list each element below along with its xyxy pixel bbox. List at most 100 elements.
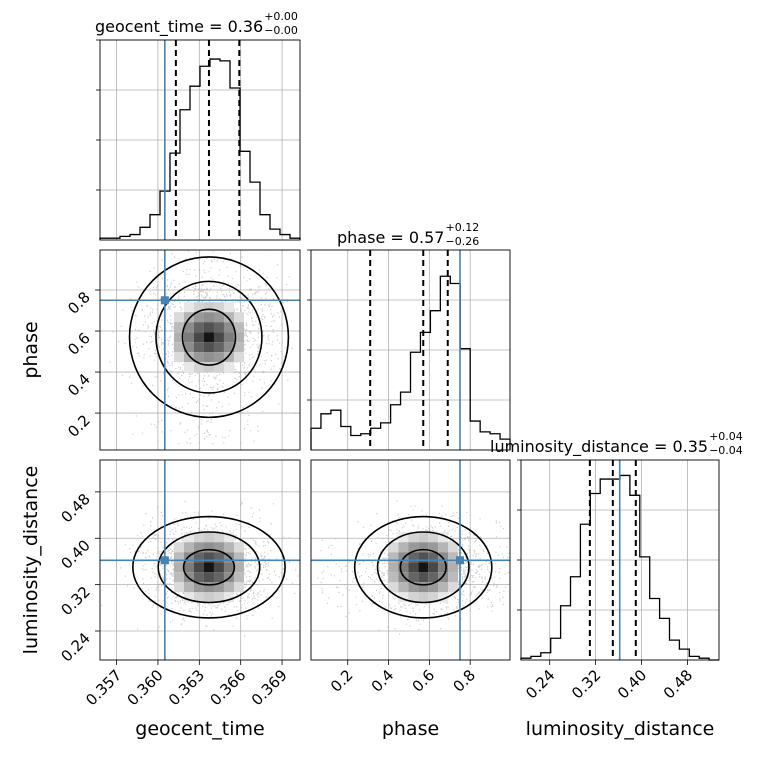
density-cell <box>428 572 439 583</box>
density-cell <box>193 562 204 573</box>
density-cell <box>183 582 194 593</box>
density-cell <box>223 562 234 573</box>
density-cell <box>173 572 184 583</box>
title-phase-upper: +0.12 <box>445 221 480 234</box>
density-cell <box>193 362 204 373</box>
density-cell <box>398 582 409 593</box>
density-cell <box>203 332 214 343</box>
density-cell <box>173 312 184 323</box>
title-luminosity-distance-lower: −0.04 <box>709 444 743 457</box>
y-tick-label-luminosity_distance: 0.48 <box>57 490 93 526</box>
density-cell <box>183 302 194 313</box>
title-geocent-time: geocent_time = 0.36 +0.00 −0.00 <box>95 11 299 37</box>
y-axis-label-phase: phase <box>20 321 42 378</box>
x-tick-label-geocent_time: 0.357 <box>82 666 125 709</box>
density-cell <box>223 342 234 353</box>
hist-panel-luminosity_distance <box>517 459 720 661</box>
density-cell <box>388 572 399 583</box>
x-tick-label-luminosity_distance: 0.32 <box>568 666 604 702</box>
x-tick-label-geocent_time: 0.366 <box>206 666 249 709</box>
density-cell <box>213 322 224 333</box>
density-cell <box>418 592 429 603</box>
density-cell <box>183 542 194 553</box>
density-cell <box>183 332 194 343</box>
density-cell <box>213 592 224 603</box>
y-tick-label-phase: 0.6 <box>64 329 94 359</box>
density-cell <box>203 582 214 593</box>
density-cell <box>438 542 449 553</box>
density-cell <box>418 542 429 553</box>
density-cell <box>193 542 204 553</box>
panel-frame <box>99 459 301 661</box>
title-geocent-time-lower: −0.00 <box>264 24 298 37</box>
histogram-geocent_time <box>99 58 301 240</box>
density-cell <box>193 582 204 593</box>
density-cell <box>408 542 419 553</box>
title-phase-lower: −0.26 <box>445 235 480 248</box>
density-cell <box>173 342 184 353</box>
density-cell <box>203 542 214 553</box>
density-cell <box>233 332 244 343</box>
panel-frame <box>310 459 511 661</box>
x-axis-label-luminosity_distance: luminosity_distance <box>526 718 715 740</box>
density-cell <box>223 302 234 313</box>
contour-line <box>157 531 261 604</box>
y-tick-label-luminosity_distance: 0.24 <box>57 629 93 665</box>
y-tick-label-luminosity_distance: 0.40 <box>57 536 93 572</box>
truth-marker <box>160 296 169 305</box>
x-tick-label-phase: 0.6 <box>409 666 439 696</box>
density-cell <box>233 322 244 333</box>
x-tick-label-luminosity_distance: 0.24 <box>522 666 558 702</box>
density-cell <box>223 542 234 553</box>
density-cell <box>388 542 399 553</box>
density-cell <box>418 552 429 563</box>
contour-line <box>132 515 286 619</box>
panel-content <box>100 250 300 450</box>
density-cell <box>173 322 184 333</box>
density-cell <box>418 572 429 583</box>
density-cell <box>213 542 224 553</box>
density-cell <box>223 532 234 543</box>
y-axis-label-luminosity_distance: luminosity_distance <box>20 466 42 655</box>
density-cell <box>233 582 244 593</box>
density-cell <box>408 572 419 583</box>
density-cell <box>203 592 214 603</box>
y-tick-label-phase: 0.8 <box>64 288 94 318</box>
contour-line <box>181 308 237 366</box>
density-cell <box>233 352 244 363</box>
density-cell <box>213 302 224 313</box>
density-cell <box>408 552 419 563</box>
density-cell <box>203 562 214 573</box>
density-cell <box>408 582 419 593</box>
density-cell <box>183 562 194 573</box>
density-cell <box>173 332 184 343</box>
density-cell <box>213 552 224 563</box>
x-axis-label-geocent_time: geocent_time <box>135 718 264 740</box>
density-cell <box>203 572 214 583</box>
density-cell <box>213 312 224 323</box>
density-cell <box>223 582 234 593</box>
density-cell <box>408 532 419 543</box>
density-cell <box>418 582 429 593</box>
density-cell <box>193 532 204 543</box>
hist-panel-phase <box>307 249 511 451</box>
title-luminosity-distance: luminosity_distance = 0.35 +0.04 −0.04 <box>490 431 744 457</box>
density-cell <box>173 562 184 573</box>
density-cell <box>193 592 204 603</box>
density-cell <box>203 532 214 543</box>
scatter-points <box>317 500 510 635</box>
density-cell <box>438 592 449 603</box>
x-tick-label-phase: 0.4 <box>368 666 398 696</box>
density-cell <box>428 592 439 603</box>
density-cell <box>448 562 459 573</box>
density-cell <box>213 562 224 573</box>
density-cell <box>398 532 409 543</box>
x-tick-label-geocent_time: 0.360 <box>124 666 167 709</box>
density-cell <box>183 342 194 353</box>
x-tick-label-geocent_time: 0.369 <box>248 666 291 709</box>
title-geocent-time-upper: +0.00 <box>264 10 298 23</box>
density-cell <box>223 592 234 603</box>
density-cell <box>398 562 409 573</box>
y-tick-label-phase: 0.2 <box>64 411 94 441</box>
density-cell <box>173 352 184 363</box>
